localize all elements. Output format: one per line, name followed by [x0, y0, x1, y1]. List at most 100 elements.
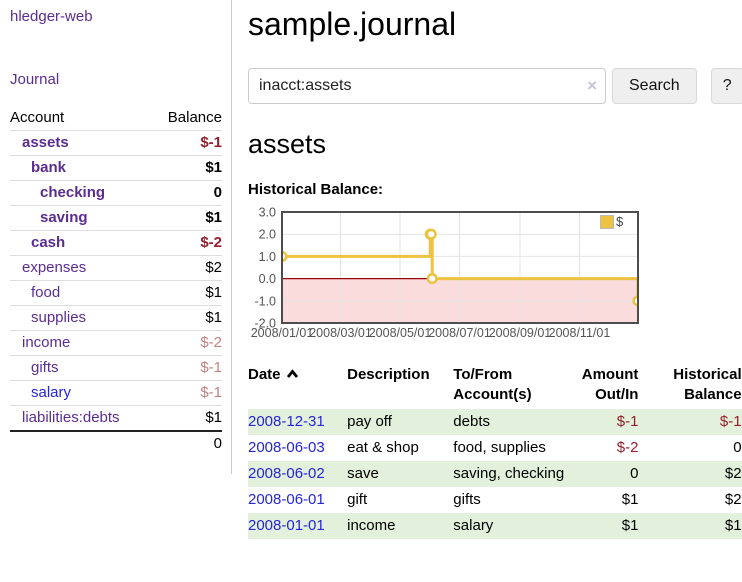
amount-column-header[interactable]: Amount Out/In — [581, 366, 639, 403]
search-input[interactable] — [248, 68, 606, 104]
account-balance: $-2 — [200, 334, 222, 351]
account-link[interactable]: liabilities:debts — [22, 409, 120, 426]
svg-text:0.0: 0.0 — [259, 272, 276, 286]
account-link[interactable]: saving — [40, 209, 88, 226]
account-row: checking 0 — [10, 180, 222, 206]
account-balance: $-1 — [200, 134, 222, 151]
register-description-cell: save — [347, 465, 379, 482]
register-accounts-cell: food, supplies — [453, 439, 546, 456]
account-total-row: 0 — [10, 431, 222, 456]
clear-search-icon[interactable]: × — [587, 76, 597, 95]
account-balance: $1 — [205, 409, 222, 426]
register-amount-cell: $-2 — [616, 439, 639, 456]
account-row: assets $-1 — [10, 130, 222, 156]
register-description-cell: eat & shop — [347, 439, 419, 456]
search-button[interactable]: Search — [612, 68, 697, 104]
svg-text:2008/03/01: 2008/03/01 — [309, 326, 372, 340]
svg-text:1.0: 1.0 — [259, 250, 276, 264]
register-amount-cell: $-1 — [616, 413, 639, 430]
legend-label: $ — [616, 214, 624, 229]
register-balance-cell: $-1 — [719, 413, 742, 430]
account-table-body: assets $-1 bank $1 checking 0 saving $1 cash $-2 e… — [10, 130, 222, 432]
transaction-date-link[interactable]: 2008-06-02 — [248, 465, 325, 482]
account-link[interactable]: income — [22, 334, 71, 351]
register-date-cell: 2008-06-03 — [248, 435, 347, 461]
account-link[interactable]: expenses — [22, 259, 87, 276]
svg-text:2.0: 2.0 — [259, 228, 276, 242]
account-link[interactable]: checking — [40, 184, 106, 201]
transaction-date-link[interactable]: 2008-12-31 — [248, 413, 325, 430]
register-accounts-cell: gifts — [453, 491, 481, 508]
legend-swatch — [600, 215, 614, 229]
account-row: food $1 — [10, 280, 222, 306]
search-bar: × Search ? — [248, 68, 742, 104]
balance-column-header-register[interactable]: Historical Balance — [673, 366, 742, 403]
account-link[interactable]: bank — [31, 159, 67, 176]
balance-chart-svg: $3.0 2.0 1.0 0.0 -1.0 -2.02008/01/012008/03/0… — [251, 206, 639, 340]
register-accounts-cell: saving, checking — [453, 465, 565, 482]
account-column-header: Account — [10, 109, 65, 126]
account-balance: $1 — [205, 309, 222, 326]
register-balance-cell: $2 — [724, 465, 742, 482]
transaction-date-link[interactable]: 2008-06-01 — [248, 491, 325, 508]
account-heading: assets — [248, 129, 327, 159]
sidebar-item-journal[interactable]: Journal — [10, 71, 60, 88]
description-column-header[interactable]: Description — [347, 366, 430, 383]
register-row: 2008-06-02 save saving, checking 0 $2 — [248, 461, 742, 487]
account-link[interactable]: assets — [22, 134, 69, 151]
sidebar: hledger-web Journal Account Balance asse… — [0, 0, 232, 474]
register-description-cell: pay off — [347, 413, 392, 430]
register-amount-cell: $1 — [621, 517, 639, 534]
account-balance: $-2 — [200, 234, 222, 251]
account-balance: $2 — [205, 259, 222, 276]
account-link[interactable]: supplies — [31, 309, 87, 326]
svg-text:-1.0: -1.0 — [254, 294, 276, 308]
date-column-header[interactable]: Date — [248, 361, 347, 409]
account-row: liabilities:debts $1 — [10, 405, 222, 432]
account-row: saving $1 — [10, 205, 222, 231]
register-balance-cell: $1 — [724, 517, 742, 534]
account-link[interactable]: gifts — [31, 359, 59, 376]
register-amount-cell: $1 — [621, 491, 639, 508]
account-link[interactable]: food — [31, 284, 61, 301]
search-input-wrapper: × — [248, 68, 606, 104]
register-description-cell: income — [347, 517, 396, 534]
main-content: sample.journal × Search ? assets Histori… — [232, 0, 742, 539]
balance-column-header: Balance — [167, 109, 222, 126]
account-row: expenses $2 — [10, 255, 222, 281]
transaction-date-link[interactable]: 2008-01-01 — [248, 517, 325, 534]
svg-text:2008/09/01: 2008/09/01 — [489, 326, 552, 340]
register-row: 2008-12-31 pay off debts $-1 $-1 — [248, 409, 742, 435]
account-balance-table: Account Balance assets $-1 bank $1 checking 0… — [10, 106, 222, 456]
account-balance: $-1 — [200, 359, 222, 376]
account-balance: 0 — [213, 184, 222, 201]
account-row: salary $-1 — [10, 380, 222, 406]
account-row: bank $1 — [10, 155, 222, 181]
accounts-column-header[interactable]: To/From Account(s) — [453, 366, 532, 403]
svg-text:2008/07/01: 2008/07/01 — [428, 326, 491, 340]
svg-text:2008/05/01: 2008/05/01 — [369, 326, 432, 340]
register-accounts-cell: salary — [453, 517, 494, 534]
register-amount-cell: 0 — [630, 465, 639, 482]
sort-asc-icon — [286, 365, 299, 385]
register-row: 2008-01-01 income salary $1 $1 — [248, 513, 742, 539]
brand-link[interactable]: hledger-web — [10, 8, 93, 25]
help-button[interactable]: ? — [710, 68, 742, 104]
page: hledger-web Journal Account Balance asse… — [0, 0, 742, 539]
svg-text:2008/11/01: 2008/11/01 — [549, 326, 611, 340]
transaction-date-link[interactable]: 2008-06-03 — [248, 439, 325, 456]
register-table-body: 2008-12-31 pay off debts $-1 $-1 2008-06-03 ea… — [248, 409, 742, 539]
account-balance: $1 — [205, 284, 222, 301]
account-balance: $1 — [205, 209, 222, 226]
account-row: cash $-2 — [10, 230, 222, 256]
svg-text:-2.0: -2.0 — [254, 317, 276, 331]
page-title: sample.journal — [248, 6, 457, 42]
account-total-value: 0 — [213, 435, 222, 452]
register-row: 2008-06-03 eat & shop food, supplies $-2 0 — [248, 435, 742, 461]
account-balance: $1 — [205, 159, 222, 176]
register-table: Date Description To/From Account(s) Amou… — [248, 361, 742, 539]
account-link[interactable]: salary — [31, 384, 72, 401]
register-row: 2008-06-01 gift gifts $1 $2 — [248, 487, 742, 513]
account-link[interactable]: cash — [31, 234, 66, 251]
register-header-row: Date Description To/From Account(s) Amou… — [248, 361, 742, 409]
